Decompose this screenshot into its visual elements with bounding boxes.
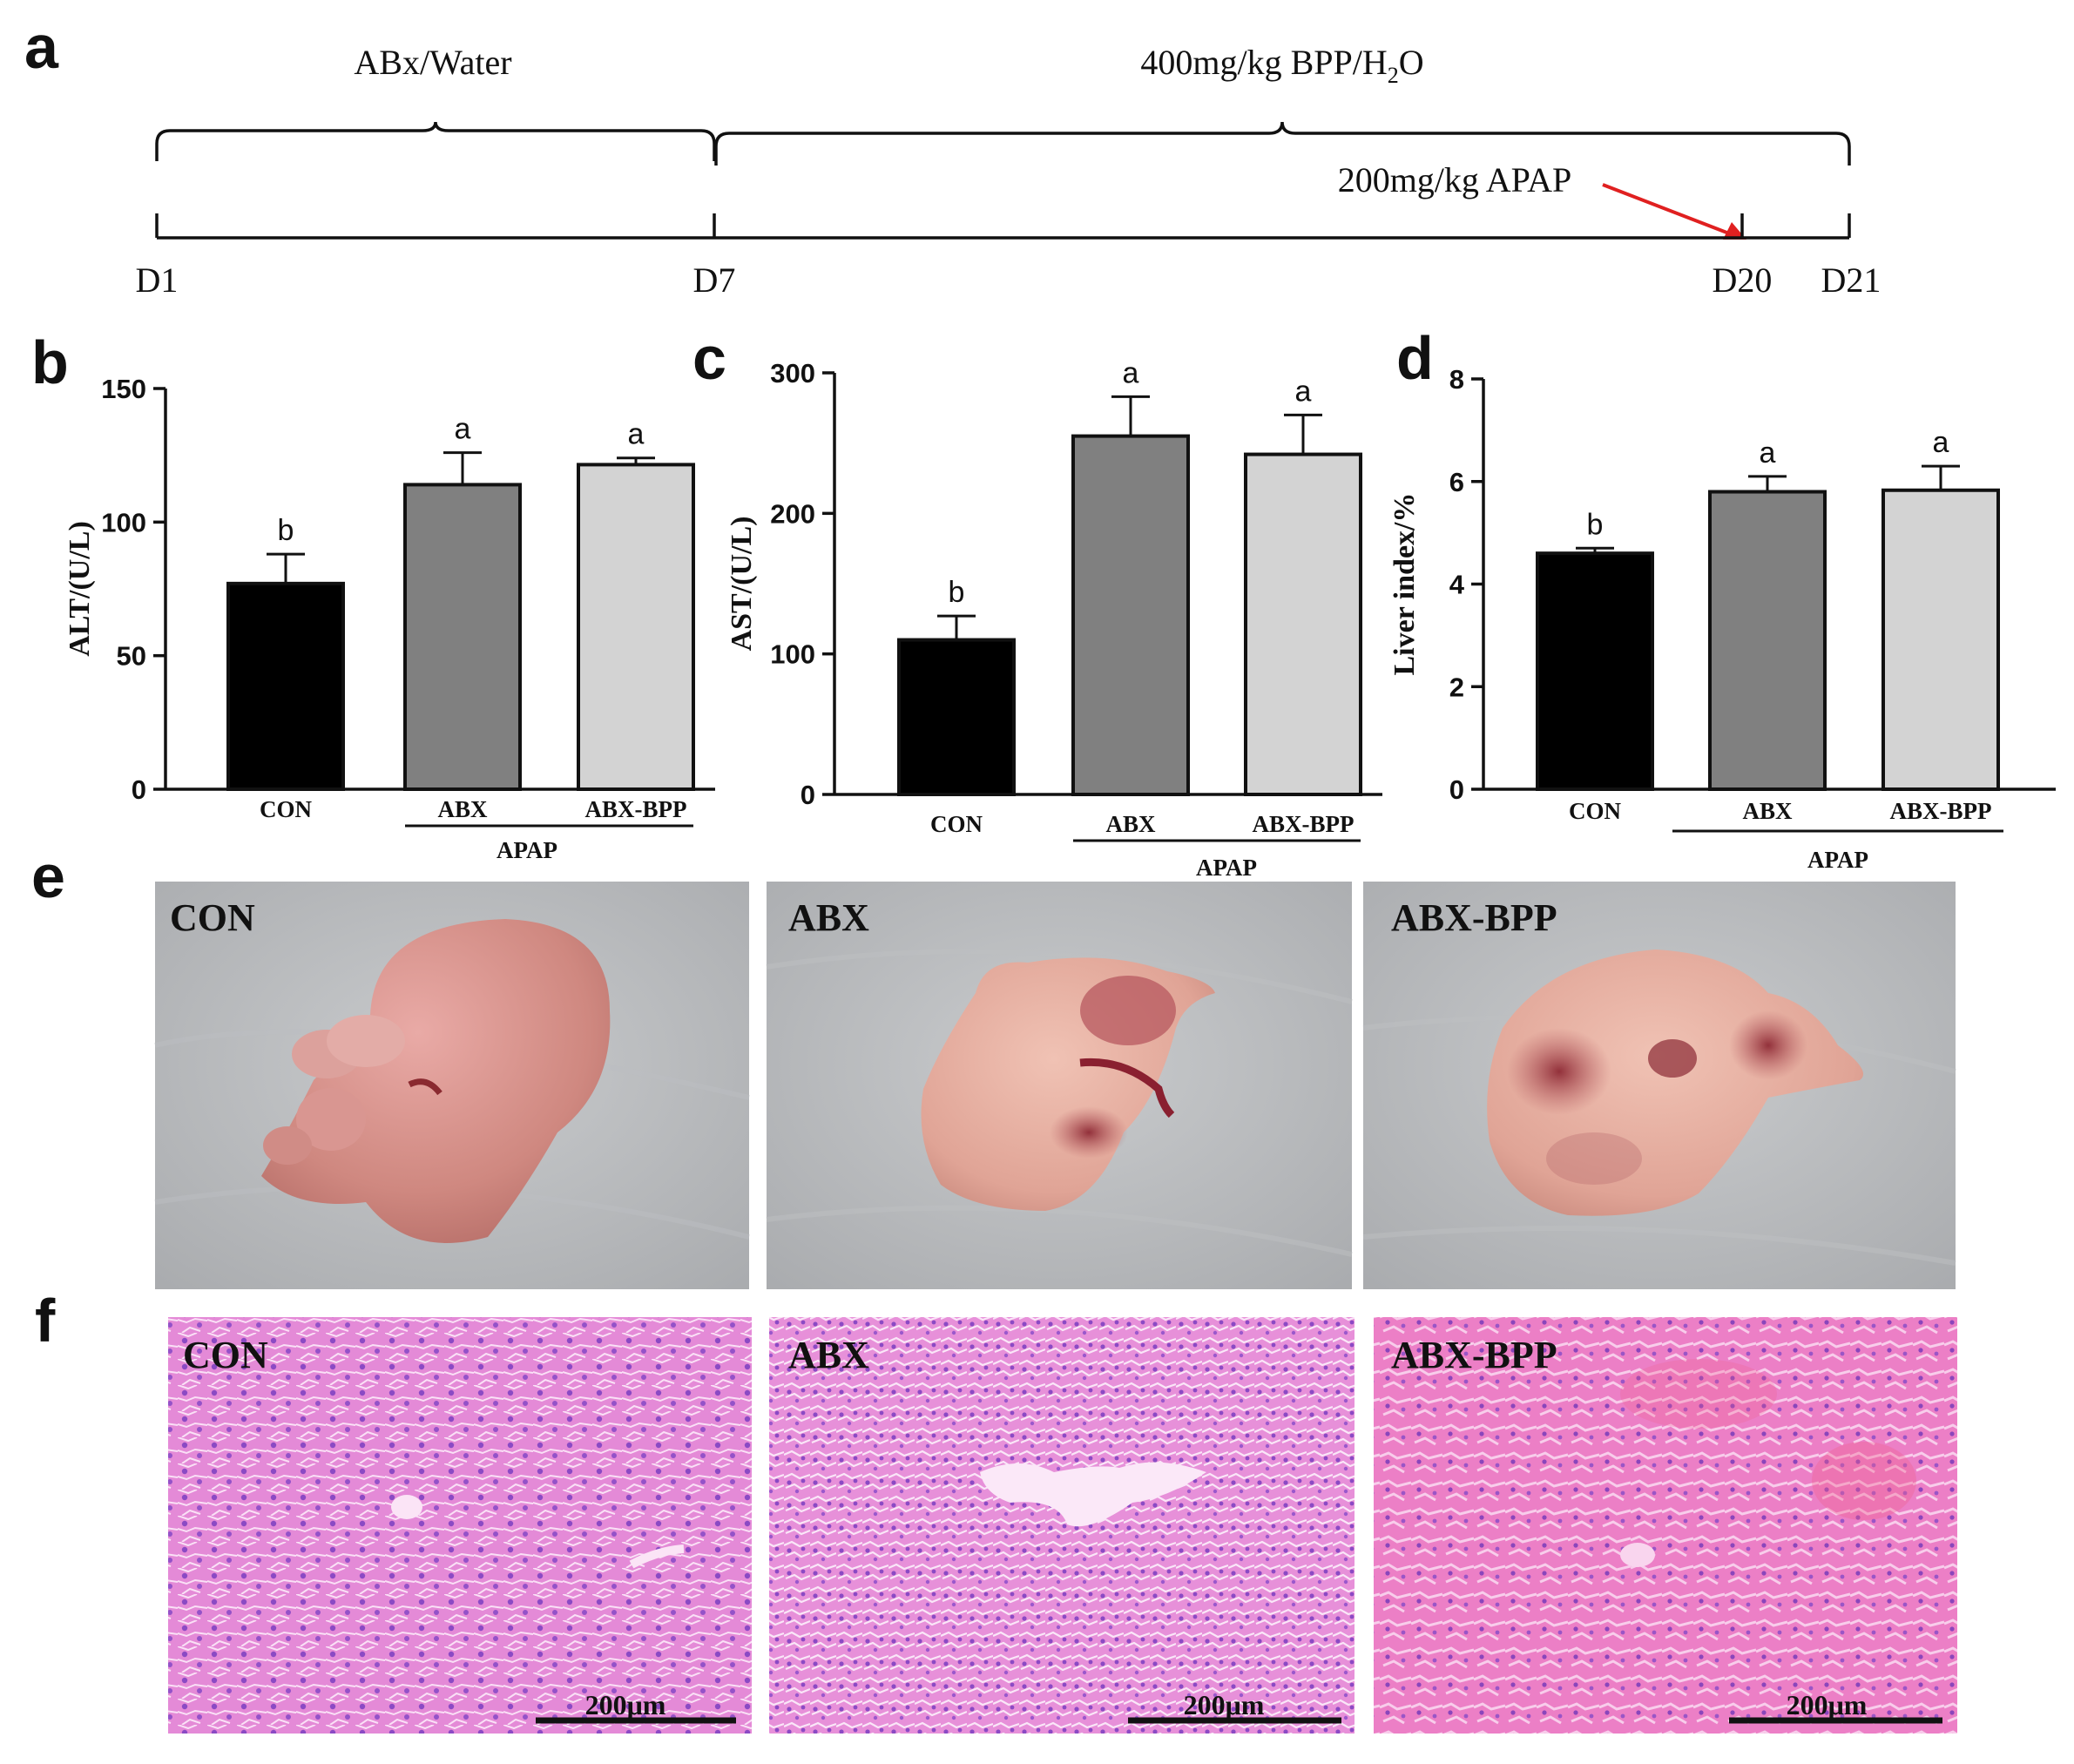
photo-label-con: CON xyxy=(170,896,255,939)
category-label: ABX xyxy=(1105,811,1156,837)
panel-letter-c: c xyxy=(692,324,726,392)
bar xyxy=(1881,488,2000,791)
brace1 xyxy=(155,121,716,161)
significance-label: a xyxy=(628,418,645,451)
liver-abx-bpp xyxy=(1487,950,1864,1216)
category-label: ABX xyxy=(1742,798,1793,824)
bar xyxy=(577,463,695,792)
scale-label-abx: 200μm xyxy=(1184,1689,1265,1720)
panel-letter-b: b xyxy=(31,328,69,396)
brace2-label: 400mg/kg BPP/H2O xyxy=(1140,43,1423,88)
significance-label: a xyxy=(1760,436,1776,470)
liver-abx xyxy=(921,957,1215,1211)
y-tick-label: 6 xyxy=(1449,467,1464,497)
y-tick-label: 50 xyxy=(117,641,146,672)
y-tick-label: 100 xyxy=(770,639,815,670)
bar xyxy=(403,483,522,792)
category-label: ABX-BPP xyxy=(585,796,687,822)
histology-label-abx-bpp: ABX-BPP xyxy=(1391,1334,1557,1376)
brace1-label: ABx/Water xyxy=(354,43,511,82)
y-tick-label: 150 xyxy=(101,374,146,404)
group-label: APAP xyxy=(497,837,557,863)
photo-abx: ABX xyxy=(766,882,1353,1289)
bar xyxy=(1708,490,1827,792)
significance-label: a xyxy=(1123,356,1139,389)
significance-label: a xyxy=(1295,375,1312,408)
significance-label: a xyxy=(455,413,471,446)
y-tick-label: 0 xyxy=(1449,774,1464,805)
histology-abx-bpp: ABX-BPP 200μm xyxy=(1374,1317,1957,1734)
scale-label-con: 200μm xyxy=(585,1689,666,1720)
histology-label-abx: ABX xyxy=(788,1334,869,1376)
y-axis-title: AST/(U/L) xyxy=(726,517,758,652)
significance-label: b xyxy=(1587,508,1604,541)
y-tick-label: 100 xyxy=(101,507,146,537)
panel-letter-d: d xyxy=(1396,324,1434,392)
photo-label-abx-bpp: ABX-BPP xyxy=(1391,896,1557,939)
y-tick-label: 300 xyxy=(770,358,815,389)
bar xyxy=(226,581,345,791)
significance-label: b xyxy=(278,514,294,547)
y-tick-label: 0 xyxy=(801,780,815,810)
y-tick-label: 8 xyxy=(1449,364,1464,395)
photo-abx-bpp: ABX-BPP xyxy=(1362,882,1956,1289)
photo-label-abx: ABX xyxy=(788,896,869,939)
category-label: CON xyxy=(1569,798,1622,824)
histology-abx: ABX 200μm xyxy=(769,1317,1355,1734)
chart-ast: 0 100 200 300 AST/(U/L) b CON a ABX a ABX-BPP APAP xyxy=(726,356,1382,881)
bar xyxy=(897,638,1016,796)
photo-con: CON xyxy=(154,882,750,1289)
bar xyxy=(1244,452,1362,796)
bar xyxy=(1071,434,1190,796)
apap-arrow xyxy=(1602,183,1730,235)
apap-label: 200mg/kg APAP xyxy=(1338,160,1572,199)
timeline: ABx/Water 400mg/kg BPP/H2O 200mg/kg APAP… xyxy=(136,43,1881,300)
y-tick-label: 4 xyxy=(1449,570,1465,600)
group-label: APAP xyxy=(1196,855,1257,881)
category-label: ABX xyxy=(437,796,488,822)
bar xyxy=(1536,551,1654,791)
day-label-d7: D7 xyxy=(693,260,736,300)
significance-label: a xyxy=(1933,426,1949,459)
panel-letter-e: e xyxy=(31,842,65,910)
liver-con xyxy=(261,919,611,1243)
day-label-d20: D20 xyxy=(1713,260,1773,300)
category-label: ABX-BPP xyxy=(1253,811,1355,837)
y-tick-label: 200 xyxy=(770,498,815,529)
histology-con: CON 200μm xyxy=(168,1317,752,1734)
day-label-d21: D21 xyxy=(1821,260,1881,300)
brace2 xyxy=(714,121,1851,166)
y-tick-label: 0 xyxy=(132,774,146,805)
chart-alt: 0 50 100 150 ALT/(U/L) b CON a ABX a ABX-BPP APAP xyxy=(64,374,715,863)
histology-label-con: CON xyxy=(183,1334,268,1376)
panel-letter-f: f xyxy=(35,1287,56,1355)
category-label: ABX-BPP xyxy=(1890,798,1992,824)
category-label: CON xyxy=(930,811,983,837)
chart-liver-index: 0 2 4 6 8 Liver index/% b CON a ABX a ABX-BPP APAP xyxy=(1388,364,2056,873)
group-label: APAP xyxy=(1807,847,1868,873)
day-label-d1: D1 xyxy=(136,260,179,300)
y-axis-title: Liver index/% xyxy=(1388,493,1421,676)
y-axis-title: ALT/(U/L) xyxy=(64,521,96,657)
category-label: CON xyxy=(260,796,313,822)
panel-letter-a: a xyxy=(24,13,59,81)
y-tick-label: 2 xyxy=(1449,672,1464,702)
scale-label-abx-bpp: 200μm xyxy=(1787,1689,1868,1720)
significance-label: b xyxy=(949,576,965,609)
